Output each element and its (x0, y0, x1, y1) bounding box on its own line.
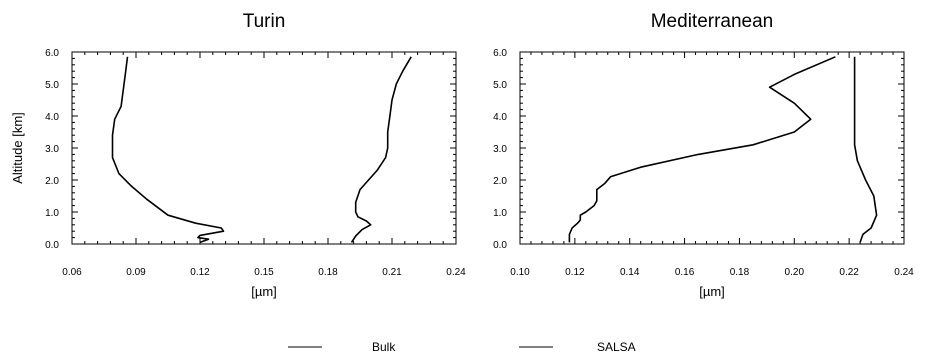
x-tick-label: 0.09 (126, 267, 146, 278)
x-tick-label: 0.06 (62, 267, 82, 278)
plot-frame (519, 51, 905, 245)
y-tick-label: 0.0 (45, 240, 59, 251)
y-axis-label: Altitude [km] (10, 112, 25, 184)
x-tick-label: 0.15 (254, 267, 274, 278)
y-tick-label: 2.0 (493, 176, 507, 187)
chart-title: Turin (243, 11, 286, 32)
y-tick-label: 6.0 (493, 48, 507, 59)
x-tick-label: 0.18 (318, 267, 338, 278)
y-tick-label: 3.0 (45, 144, 59, 155)
y-tick-label: 3.0 (493, 144, 507, 155)
y-tick-label: 0.0 (493, 240, 507, 251)
x-tick-label: 0.24 (894, 267, 914, 278)
x-tick-label: 0.16 (675, 267, 695, 278)
y-tick-label: 4.0 (45, 112, 59, 123)
x-tick-label: 0.24 (446, 267, 466, 278)
panel-turin: 0.06 0.09 0.12 0.15 0.18 0.21 0.24 0.0 1.0 2.0 3.0… (10, 11, 466, 299)
y-tick-label: 1.0 (45, 208, 59, 219)
x-axis-label: [µm] (251, 284, 277, 299)
x-tick-label: 0.14 (620, 267, 640, 278)
y-tick-label: 4.0 (493, 112, 507, 123)
x-tick-label: 0.12 (190, 267, 210, 278)
x-tick-label: 0.20 (785, 267, 805, 278)
x-tick-label: 0.21 (382, 267, 402, 278)
y-tick-label: 1.0 (493, 208, 507, 219)
y-tick-label: 5.0 (45, 80, 59, 91)
y-tick-label: 5.0 (493, 80, 507, 91)
x-axis-label: [µm] (699, 284, 725, 299)
legend-label-salsa: SALSA (597, 340, 636, 354)
legend-label-bulk: Bulk (372, 340, 396, 354)
x-tick-label: 0.22 (839, 267, 859, 278)
panel-mediterranean: 0.10 0.12 0.14 0.16 0.18 0.20 0.22 0.24 0.0 1.0 2.… (493, 11, 914, 299)
x-tick-label: 0.18 (730, 267, 750, 278)
chart-title: Mediterranean (651, 11, 774, 32)
y-tick-label: 6.0 (45, 48, 59, 59)
series-line-bulk (111, 56, 225, 244)
series-line-bulk (568, 56, 836, 243)
legend: Bulk SALSA (288, 340, 636, 354)
series-line-salsa (853, 56, 878, 243)
x-tick-label: 0.10 (510, 267, 530, 278)
series-line-salsa (350, 56, 412, 243)
x-tick-label: 0.12 (565, 267, 585, 278)
y-tick-label: 2.0 (45, 176, 59, 187)
